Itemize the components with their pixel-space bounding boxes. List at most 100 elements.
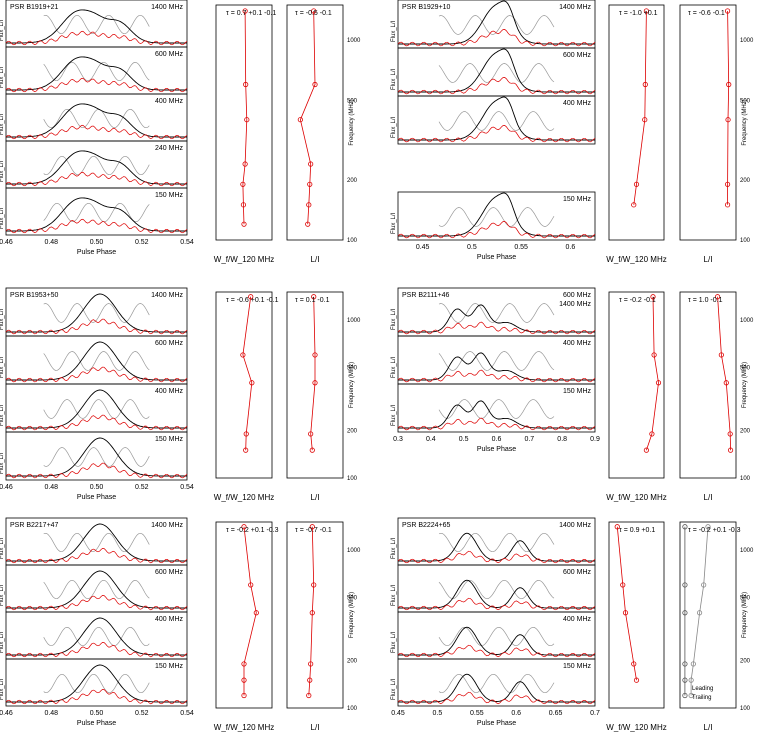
lfrac-point [727,447,734,453]
lfrac-point [309,447,315,453]
profile-frame [397,95,596,145]
lfrac-leading-line [690,526,709,696]
freq-label: 400 MHz [155,388,184,395]
lfrac-trailing-point [682,661,688,667]
lfrac-frame [286,4,344,241]
width-ratio-point [622,610,629,616]
x-tick-label: 0.6 [511,710,521,717]
y-axis-label: Flux_L/I [0,678,5,700]
lfrac-leading-point [690,661,696,667]
lfrac-point [311,294,317,300]
width-ratio-point [243,431,249,437]
frequency-tick-label: 500 [347,365,358,371]
width-ratio-point [240,352,246,358]
pa-curve [438,399,555,419]
linear-pol-curve [397,550,596,564]
frequency-tick-label: 1000 [347,38,361,44]
frequency-tick-label: 200 [347,658,358,664]
x-axis-label: Pulse Phase [477,720,516,727]
intensity-curve [398,192,595,237]
lfrac-point [307,677,313,683]
x-tick-label: 0.7 [524,436,534,443]
freq-label: 600 MHz [563,569,592,576]
intensity-curve [398,626,595,656]
freq-label: 150 MHz [155,663,184,670]
lfrac-axis-label: L/I [311,493,320,502]
linear-pol-curve [397,125,596,143]
x-tick-label: 0.45 [416,244,430,251]
lfrac-axis-label: L/I [311,255,320,264]
frequency-tick-label: 200 [740,658,751,664]
freq-label: 1400 MHz [151,292,183,299]
intensity-curve [6,389,187,429]
width-ratio-point [240,202,247,208]
pa-curve [438,579,555,600]
y-axis-label: Flux_L/I [0,537,5,559]
lfrac-frame [286,521,344,709]
lfrac-point [312,380,318,386]
x-tick-label: 0.7 [590,710,600,717]
freq-label: 400 MHz [563,100,592,107]
lfrac-axis-label: L/I [704,493,713,502]
pa-curve [43,155,150,176]
x-tick-label: 0.48 [44,484,58,491]
freq-label: 400 MHz [563,616,592,623]
x-tick-label: 0.6 [566,244,576,251]
y-axis-label: Flux_L/I [391,308,397,330]
panel-B2111: 600 MHz Flux_L/I PSR B2111+46 1400 MHz 400 M… [391,287,754,502]
freq-label: 150 MHz [563,196,592,203]
frequency-tick-label: 200 [347,178,358,184]
pulsar-name: PSR B1929+10 [402,4,451,11]
x-tick-label: 0.50 [90,484,104,491]
tau-label: τ = -0.6 +0.1 -0.1 [226,297,279,304]
y-axis-label: Flux_L/I [391,212,397,234]
width-ratio-frame [608,521,665,709]
width-ratio-axis-label: W_f/W_120 MHz [606,723,666,732]
y-axis-label: Flux_L/I [391,678,397,700]
intensity-curve [398,304,595,333]
linear-pol-curve [5,318,188,335]
lfrac-point [725,117,731,123]
width-ratio-point [631,661,637,667]
panel-B1953: 1400 MHz Flux_L/I PSR B1953+50 600 MHz Flux_… [0,287,361,502]
x-tick-label: 0.45 [391,710,405,717]
pa-curve [43,532,150,553]
frequency-axis-label: Frequency (MHz) [349,99,355,145]
linear-pol-curve [5,595,188,611]
lfrac-point [309,610,315,616]
width-ratio-point [631,202,637,208]
freq-label: 240 MHz [155,145,184,152]
x-tick-label: 0.9 [590,436,600,443]
intensity-curve [398,532,595,562]
freq-label: 1400 MHz [151,4,183,11]
pa-curve [43,626,150,647]
lfrac-line [310,296,316,451]
y-axis-label: Flux_L/I [0,66,5,88]
ratio-tau-label: τ = 1.0 -0.1 [688,297,723,304]
x-axis-label: Pulse Phase [477,446,516,453]
intensity-curve [6,570,187,609]
frequency-axis-label: Frequency (MHz) [742,99,748,145]
frequency-axis-label: Frequency (MHz) [349,592,355,638]
y-axis-label: Flux_L/I [391,537,397,559]
freq-label: 600 MHz [155,51,184,58]
linear-pol-curve [5,124,188,140]
width-ratio-axis-label: W_f/W_120 MHz [606,255,666,264]
linear-pol-curve [5,462,188,479]
x-tick-label: 0.46 [0,239,13,246]
freq-label: 600 MHz [155,569,184,576]
y-axis-label: Flux_L/I [391,20,397,42]
width-ratio-line [633,10,647,205]
x-tick-label: 0.48 [44,710,58,717]
width-ratio-point [633,677,640,683]
pa-curve [43,351,150,371]
panel-B2217: 1400 MHz Flux_L/I PSR B2217+47 600 MHz Flux_… [0,517,361,732]
profile-frame [5,187,188,236]
width-ratio-point [614,524,620,530]
lfrac-frame [679,291,737,479]
y-axis-label: Flux_L/I [391,356,397,378]
lfrac-point [718,352,724,358]
intensity-curve [6,103,187,138]
width-ratio-frame [215,291,273,479]
width-ratio-point [241,692,247,699]
